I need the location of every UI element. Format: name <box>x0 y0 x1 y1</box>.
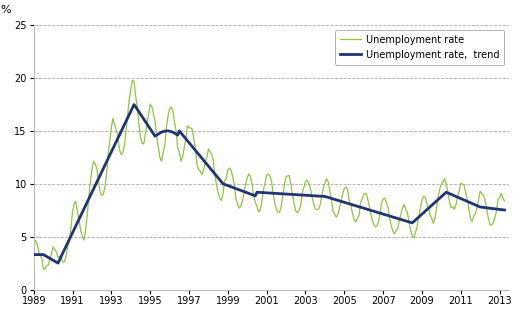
Unemployment rate <box>304 178 310 182</box>
Unemployment rate <box>158 159 165 163</box>
Unemployment rate,  trend <box>155 132 161 136</box>
Unemployment rate <box>155 146 161 149</box>
Unemployment rate <box>31 243 37 247</box>
Line: Unemployment rate,  trend: Unemployment rate, trend <box>34 105 504 263</box>
Unemployment rate,  trend <box>131 103 137 106</box>
Unemployment rate,  trend <box>501 208 508 212</box>
Unemployment rate,  trend <box>304 193 310 197</box>
Unemployment rate,  trend <box>158 130 165 134</box>
Unemployment rate,  trend <box>497 207 503 211</box>
Unemployment rate <box>501 199 508 203</box>
Unemployment rate,  trend <box>194 151 200 154</box>
Unemployment rate,  trend <box>277 192 283 196</box>
Unemployment rate <box>277 211 283 214</box>
Unemployment rate,  trend <box>31 253 37 256</box>
Text: %: % <box>1 5 11 15</box>
Line: Unemployment rate: Unemployment rate <box>34 80 504 270</box>
Legend: Unemployment rate, Unemployment rate,  trend: Unemployment rate, Unemployment rate, tr… <box>335 30 504 65</box>
Unemployment rate <box>129 78 135 82</box>
Unemployment rate <box>40 268 47 271</box>
Unemployment rate <box>497 196 503 200</box>
Unemployment rate <box>194 163 200 167</box>
Unemployment rate,  trend <box>55 261 61 265</box>
